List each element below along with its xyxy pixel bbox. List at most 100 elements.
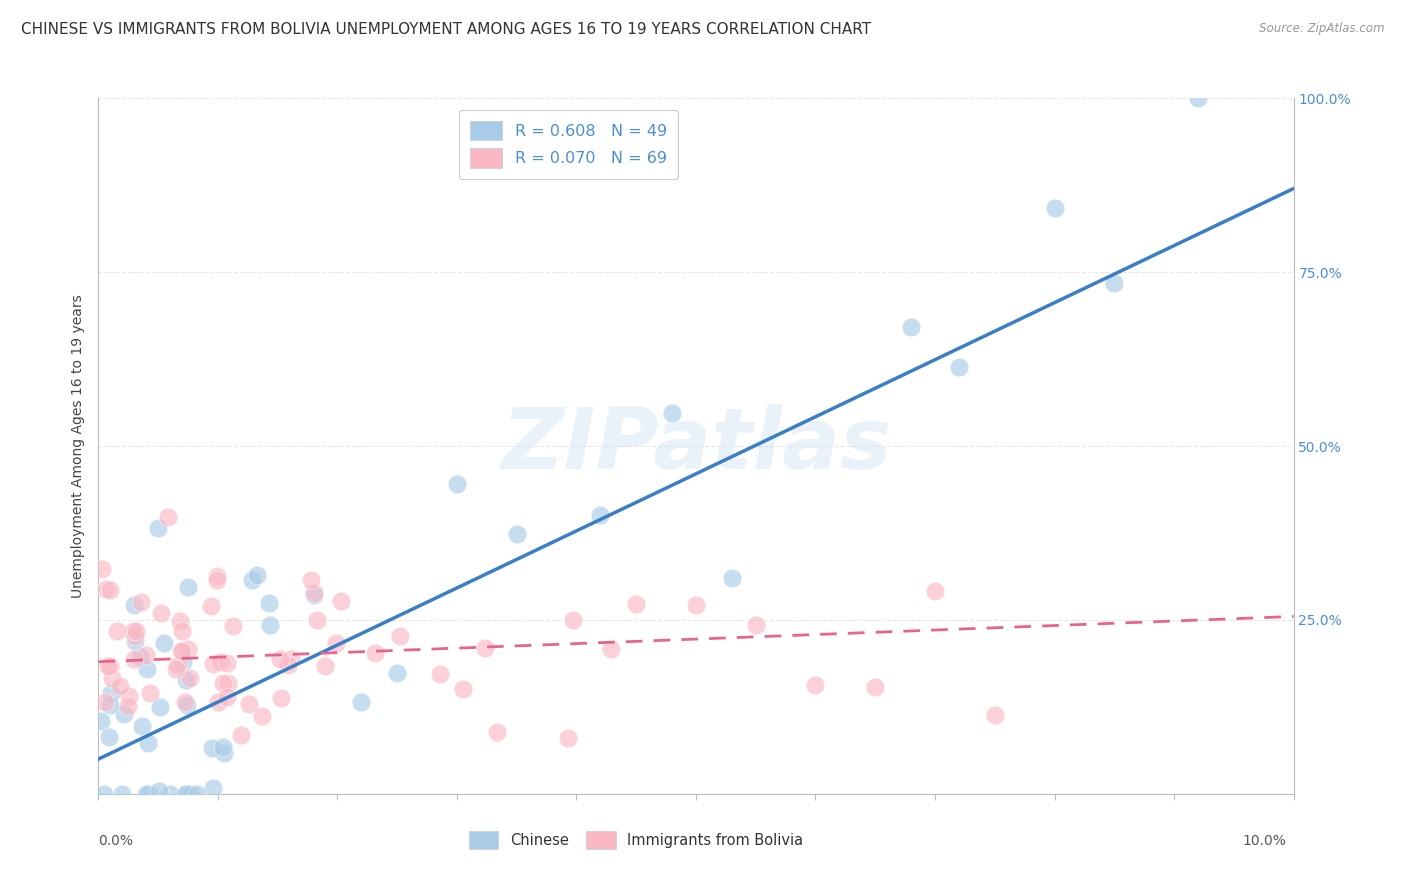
Legend: Chinese, Immigrants from Bolivia: Chinese, Immigrants from Bolivia bbox=[461, 824, 811, 856]
Point bbox=[269, 652, 291, 666]
Point bbox=[924, 584, 946, 599]
Point bbox=[589, 508, 612, 522]
Point bbox=[174, 673, 197, 687]
Point bbox=[299, 574, 322, 588]
Point bbox=[506, 527, 529, 541]
Point bbox=[314, 659, 336, 673]
Point bbox=[135, 787, 157, 801]
Point bbox=[1187, 91, 1209, 105]
Point bbox=[557, 731, 579, 746]
Point bbox=[124, 598, 146, 612]
Point bbox=[174, 695, 197, 709]
Point bbox=[100, 658, 122, 673]
Point bbox=[385, 666, 409, 681]
Point bbox=[446, 477, 468, 491]
Text: 10.0%: 10.0% bbox=[1243, 834, 1286, 848]
Point bbox=[205, 573, 228, 587]
Point bbox=[177, 642, 200, 657]
Point bbox=[364, 646, 387, 660]
Point bbox=[211, 675, 233, 690]
Point bbox=[146, 521, 169, 535]
Point bbox=[208, 655, 231, 669]
Point bbox=[174, 787, 197, 801]
Point bbox=[429, 667, 451, 681]
Point bbox=[153, 636, 176, 650]
Point bbox=[984, 707, 1007, 722]
Point bbox=[98, 582, 121, 597]
Point bbox=[900, 320, 922, 334]
Text: ZIPatlas: ZIPatlas bbox=[501, 404, 891, 488]
Point bbox=[474, 640, 496, 655]
Point bbox=[330, 594, 353, 608]
Point bbox=[453, 682, 475, 697]
Point bbox=[222, 619, 245, 633]
Point bbox=[246, 568, 269, 582]
Point bbox=[200, 599, 222, 613]
Point bbox=[131, 719, 153, 733]
Point bbox=[107, 624, 129, 638]
Point bbox=[96, 582, 118, 596]
Point bbox=[305, 613, 328, 627]
Point bbox=[720, 571, 742, 585]
Y-axis label: Unemployment Among Ages 16 to 19 years: Unemployment Among Ages 16 to 19 years bbox=[72, 294, 86, 598]
Point bbox=[124, 629, 146, 643]
Point bbox=[229, 728, 252, 742]
Point bbox=[240, 574, 263, 588]
Point bbox=[277, 657, 299, 672]
Point bbox=[259, 618, 281, 632]
Point bbox=[100, 685, 122, 699]
Point bbox=[389, 629, 412, 643]
Point bbox=[98, 731, 121, 745]
Point bbox=[124, 633, 146, 648]
Point bbox=[91, 562, 114, 576]
Point bbox=[129, 595, 152, 609]
Point bbox=[304, 585, 326, 599]
Point bbox=[170, 624, 193, 639]
Point bbox=[122, 624, 145, 639]
Point bbox=[561, 613, 583, 627]
Point bbox=[167, 658, 190, 673]
Point bbox=[685, 598, 707, 612]
Point bbox=[122, 652, 145, 666]
Point bbox=[117, 699, 139, 714]
Point bbox=[325, 636, 347, 650]
Point bbox=[94, 695, 117, 709]
Point bbox=[125, 624, 148, 638]
Text: CHINESE VS IMMIGRANTS FROM BOLIVIA UNEMPLOYMENT AMONG AGES 16 TO 19 YEARS CORREL: CHINESE VS IMMIGRANTS FROM BOLIVIA UNEMP… bbox=[21, 22, 872, 37]
Point bbox=[661, 406, 683, 420]
Point bbox=[138, 787, 160, 801]
Point bbox=[280, 652, 302, 666]
Point bbox=[172, 655, 194, 669]
Point bbox=[1102, 277, 1125, 291]
Point bbox=[149, 699, 172, 714]
Point bbox=[624, 597, 647, 611]
Point bbox=[180, 787, 202, 801]
Point bbox=[179, 672, 201, 686]
Point bbox=[302, 588, 325, 602]
Point bbox=[150, 606, 173, 620]
Point bbox=[186, 787, 208, 801]
Point bbox=[128, 649, 150, 664]
Point bbox=[136, 662, 159, 676]
Point bbox=[101, 671, 124, 685]
Point bbox=[177, 580, 200, 594]
Point bbox=[169, 614, 191, 628]
Point bbox=[176, 698, 198, 712]
Point bbox=[159, 787, 181, 801]
Point bbox=[100, 698, 122, 712]
Point bbox=[111, 787, 134, 801]
Point bbox=[217, 690, 239, 705]
Point bbox=[170, 644, 193, 658]
Point bbox=[135, 648, 157, 662]
Point bbox=[948, 360, 970, 375]
Point bbox=[97, 658, 120, 673]
Point bbox=[257, 596, 280, 610]
Point bbox=[112, 706, 135, 721]
Point bbox=[217, 657, 239, 671]
Point bbox=[174, 787, 197, 801]
Point bbox=[745, 618, 768, 632]
Text: 0.0%: 0.0% bbox=[98, 834, 134, 848]
Point bbox=[93, 787, 115, 801]
Point bbox=[212, 739, 235, 754]
Point bbox=[165, 662, 187, 676]
